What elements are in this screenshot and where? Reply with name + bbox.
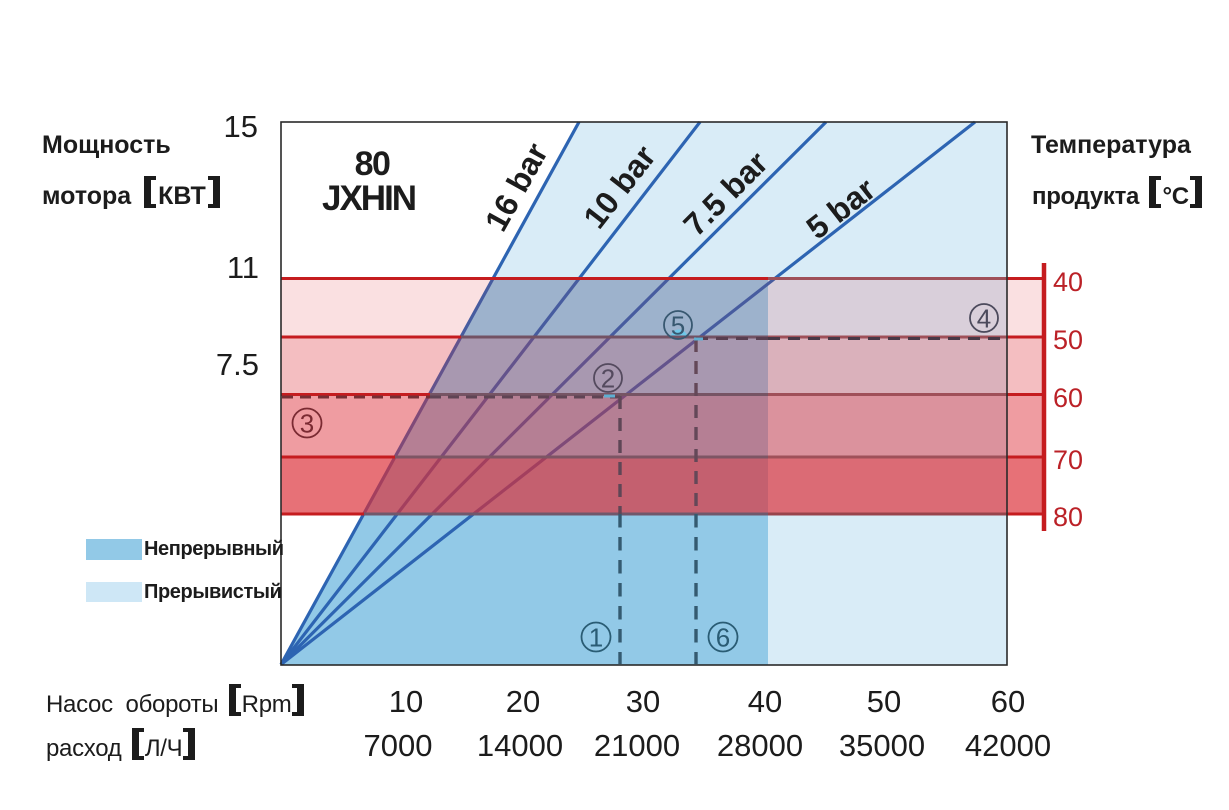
svg-text:5: 5 [671, 311, 685, 341]
svg-text:1: 1 [589, 623, 603, 653]
svg-text:6: 6 [716, 623, 730, 653]
svg-text:4: 4 [977, 304, 991, 334]
svg-text:3: 3 [300, 409, 314, 439]
svg-text:2: 2 [601, 364, 615, 394]
